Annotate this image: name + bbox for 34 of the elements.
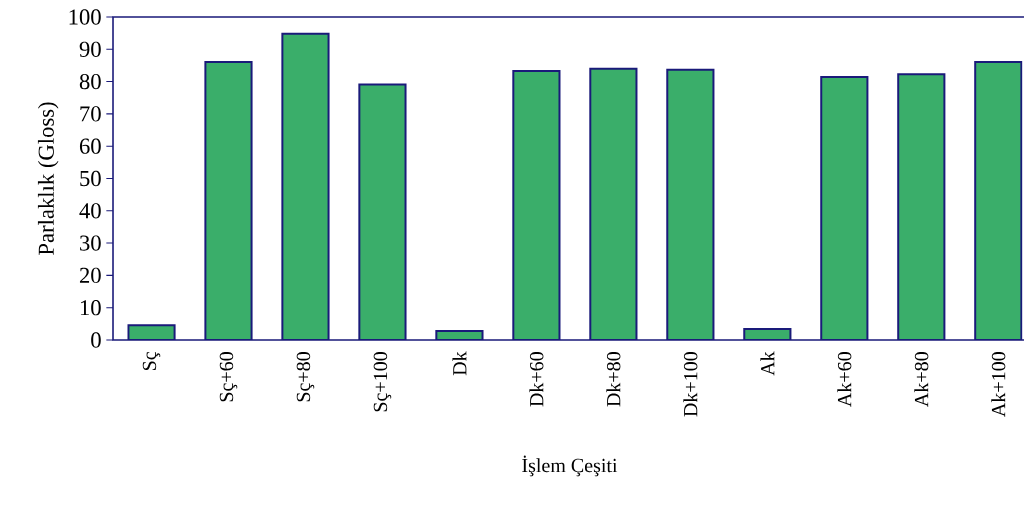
bar: [898, 74, 945, 340]
bar: [513, 70, 560, 340]
x-tick-label: Dk+60: [529, 352, 544, 407]
x-tick-label: Dk: [452, 351, 467, 376]
y-tick-label: 50: [80, 170, 101, 187]
y-tick-label: 20: [79, 267, 101, 284]
bar: [359, 84, 406, 340]
y-tick-label: 80: [79, 73, 101, 90]
bar: [205, 61, 252, 340]
bar: [974, 60, 1023, 340]
y-tick-label: 40: [79, 203, 101, 219]
x-tick-label: Sç: [142, 351, 161, 371]
y-tick-label: 70: [80, 106, 101, 122]
y-axis-title: Parlaklık (Gloss): [37, 102, 59, 255]
y-tick-label: 60: [79, 138, 101, 154]
x-tick-label: Sç+100: [373, 352, 392, 412]
x-tick-label: Sç+80: [296, 352, 315, 402]
x-tick-label: Ak: [760, 351, 775, 376]
y-tick-label: 90: [79, 41, 101, 57]
y-tick-label: 0: [91, 332, 101, 348]
x-axis-title: İşlem Çeşiti: [522, 455, 618, 477]
y-tick-label: 100: [69, 9, 101, 25]
bar: [667, 69, 714, 340]
x-tick-label: Ak+100: [991, 352, 1006, 417]
bar: [590, 68, 637, 340]
y-tick-label: 30: [80, 235, 101, 251]
x-tick-label: Sç+60: [219, 352, 238, 402]
x-tick-label: Ak+80: [914, 352, 929, 407]
x-tick-label: Dk+80: [606, 352, 621, 407]
bar: [282, 33, 329, 340]
bar: [821, 77, 868, 340]
x-tick-label: Dk+100: [683, 352, 698, 417]
x-tick-label: Ak+60: [837, 352, 852, 407]
y-tick-label: 10: [80, 300, 101, 316]
